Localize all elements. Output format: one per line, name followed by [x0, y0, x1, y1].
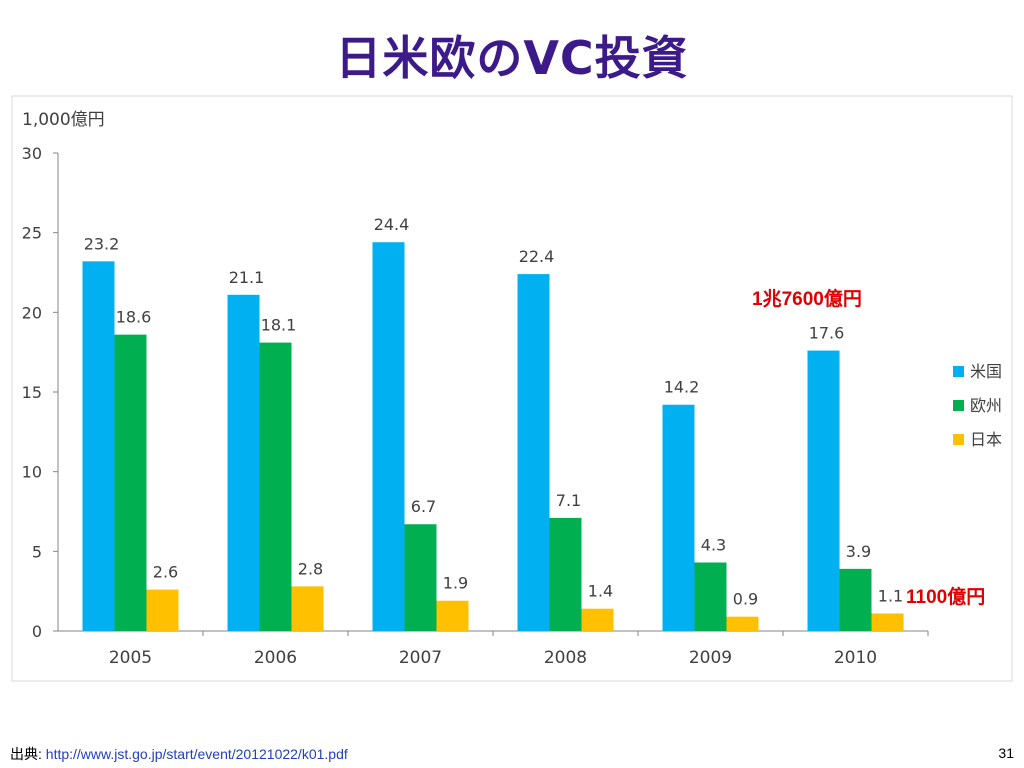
legend-swatch-米国: [953, 366, 964, 377]
bar-日本-2010: [871, 613, 904, 631]
bar-日本-2008: [581, 608, 614, 631]
bar-日本-2009: [726, 616, 759, 631]
data-label: 14.2: [664, 378, 700, 397]
bar-米国-2009: [662, 404, 695, 631]
x-tick-label: 2006: [254, 648, 297, 668]
data-label: 6.7: [411, 497, 436, 516]
source-link[interactable]: http://www.jst.go.jp/start/event/2012102…: [45, 746, 348, 762]
y-tick-label: 25: [22, 224, 42, 243]
x-tick-label: 2007: [399, 648, 442, 668]
bar-日本-2005: [146, 589, 179, 631]
annotation-jp-2010: 1100億円: [906, 587, 986, 608]
source-label: 出典:: [10, 746, 42, 762]
x-tick-label: 2009: [689, 648, 732, 668]
y-tick-label: 0: [32, 622, 42, 641]
bar-欧州-2008: [549, 517, 582, 631]
data-label: 4.3: [701, 535, 726, 554]
y-tick-label: 20: [22, 303, 42, 322]
bar-欧州-2005: [114, 334, 147, 631]
bar-米国-2010: [807, 350, 840, 631]
bar-米国-2008: [517, 274, 550, 631]
data-label: 21.1: [229, 268, 265, 287]
legend-label-欧州: 欧州: [970, 396, 1002, 415]
bar-米国-2005: [82, 261, 115, 631]
y-tick-label: 15: [22, 383, 42, 402]
bar-欧州-2010: [839, 568, 872, 631]
annotation-us-2010: 1兆7600億円: [752, 289, 862, 310]
data-label: 2.6: [153, 563, 178, 582]
data-label: 0.9: [733, 590, 758, 609]
bar-米国-2006: [227, 294, 260, 631]
source-citation: 出典: http://www.jst.go.jp/start/event/201…: [10, 744, 348, 764]
legend-label-日本: 日本: [970, 430, 1002, 449]
data-label: 17.6: [809, 324, 845, 343]
x-tick-label: 2008: [544, 648, 587, 668]
bar-日本-2007: [436, 600, 469, 631]
slide-title: 日米欧のVC投資: [335, 31, 689, 85]
data-label: 24.4: [374, 215, 410, 234]
data-label: 1.4: [588, 582, 613, 601]
legend-swatch-日本: [953, 434, 964, 445]
data-label: 22.4: [519, 247, 555, 266]
legend-label-米国: 米国: [970, 362, 1002, 381]
bar-日本-2006: [291, 586, 324, 631]
y-tick-label: 10: [22, 463, 42, 482]
data-label: 1.1: [878, 586, 903, 605]
page-number: 31: [998, 745, 1014, 761]
legend-swatch-欧州: [953, 400, 964, 411]
y-tick-label: 5: [32, 542, 42, 561]
chart-frame: [11, 95, 1013, 682]
data-label: 1.9: [443, 574, 468, 593]
data-label: 3.9: [846, 542, 871, 561]
y-tick-label: 30: [22, 144, 42, 163]
data-label: 18.1: [261, 316, 297, 335]
data-label: 7.1: [556, 491, 581, 510]
x-tick-label: 2010: [834, 648, 877, 668]
bar-欧州-2009: [694, 562, 727, 631]
bar-欧州-2006: [259, 342, 292, 631]
bar-欧州-2007: [404, 524, 437, 631]
data-label: 18.6: [116, 308, 152, 327]
y-unit-label: 1,000億円: [22, 110, 105, 130]
data-label: 23.2: [84, 234, 120, 253]
data-label: 2.8: [298, 559, 323, 578]
bar-米国-2007: [372, 242, 405, 631]
x-tick-label: 2005: [109, 648, 152, 668]
